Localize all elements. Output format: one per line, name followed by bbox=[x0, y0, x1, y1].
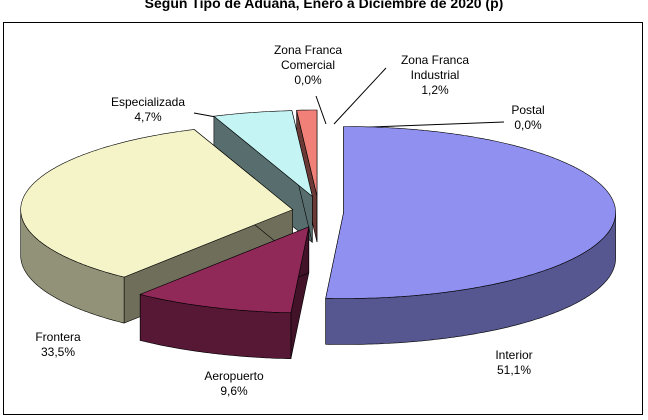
slice bbox=[139, 226, 310, 314]
value-label: 4,7% bbox=[134, 110, 162, 124]
value-label: 0,0% bbox=[294, 73, 322, 87]
category-label: Aeropuerto bbox=[204, 369, 264, 383]
category-label: Zona Franca Comercial bbox=[273, 43, 343, 72]
category-label: Frontera bbox=[35, 330, 81, 344]
slice-label: Interior 51,1% bbox=[495, 348, 532, 378]
value-label: 9,6% bbox=[220, 384, 248, 398]
slice-label: Aeropuerto 9,6% bbox=[204, 369, 263, 399]
slice-label: Postal 0,0% bbox=[511, 103, 544, 133]
category-label: Especializada bbox=[110, 95, 186, 109]
category-label: Zona Franca Industrial bbox=[400, 53, 470, 82]
leader-line bbox=[315, 95, 327, 125]
slice-label: Zona Franca Industrial 1,2% bbox=[390, 53, 480, 98]
value-label: 1,2% bbox=[421, 83, 449, 97]
slice bbox=[20, 129, 294, 278]
slice-label: Especializada 4,7% bbox=[111, 95, 185, 125]
value-label: 0,0% bbox=[514, 118, 542, 132]
value-label: 51,1% bbox=[496, 363, 532, 377]
slice bbox=[325, 126, 616, 299]
value-label: 33,5% bbox=[40, 345, 76, 359]
slice-label: Zona Franca Comercial 0,0% bbox=[263, 43, 353, 88]
chart-title: Según Tipo de Aduana, Enero a Diciembre … bbox=[144, 0, 504, 11]
category-label: Postal bbox=[511, 103, 545, 117]
slice bbox=[213, 110, 313, 198]
chart-frame bbox=[3, 22, 643, 415]
slice bbox=[296, 109, 318, 197]
slice-label: Frontera 33,5% bbox=[35, 330, 80, 360]
category-label: Interior bbox=[495, 348, 533, 362]
leader-line bbox=[333, 67, 387, 125]
